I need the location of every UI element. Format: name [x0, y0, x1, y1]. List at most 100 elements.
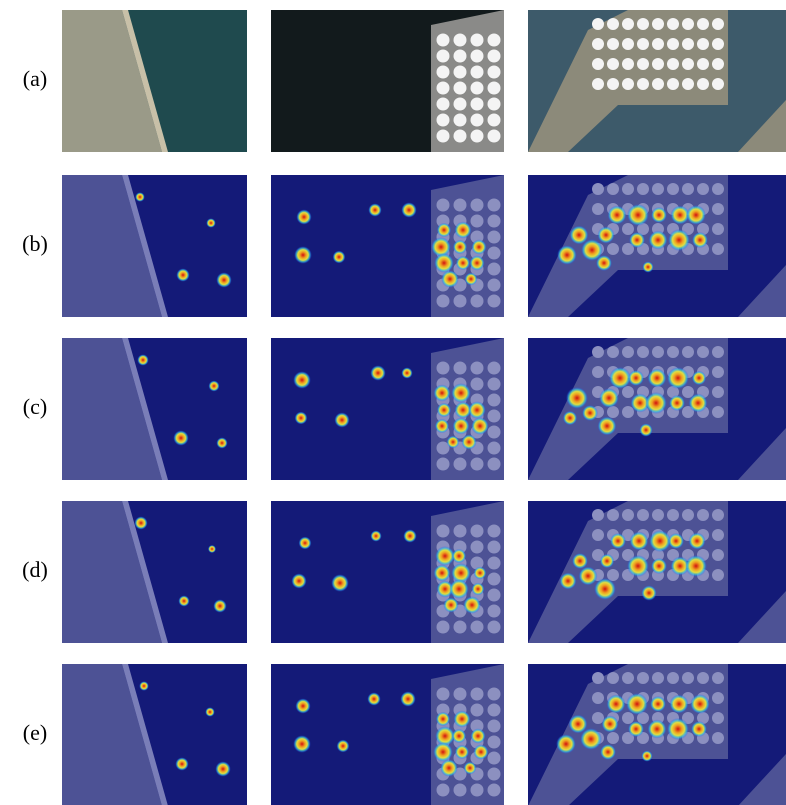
image-cell	[62, 501, 247, 643]
tank	[712, 346, 724, 358]
tank	[488, 66, 501, 79]
tank	[712, 366, 724, 378]
tank	[592, 183, 604, 195]
heat-spot	[650, 696, 666, 712]
heat-spot	[582, 405, 598, 421]
tank	[712, 203, 724, 215]
heat-spot	[209, 381, 220, 392]
tank	[607, 18, 619, 30]
image-cell	[271, 501, 504, 643]
tank	[454, 50, 467, 63]
heat-spot	[626, 693, 648, 715]
tank	[454, 621, 467, 634]
heat-spot	[559, 572, 576, 589]
heat-spot	[609, 367, 631, 389]
tank	[471, 688, 484, 701]
tank	[637, 18, 649, 30]
heat-spot	[208, 545, 216, 553]
tank	[471, 130, 484, 143]
tank	[488, 704, 501, 717]
heat-spot	[471, 239, 486, 254]
tank	[437, 688, 450, 701]
heat-spot	[688, 532, 705, 549]
tank	[471, 784, 484, 797]
tank	[637, 58, 649, 70]
tank	[712, 712, 724, 724]
heat-spot	[333, 251, 346, 264]
heat-spot	[692, 232, 708, 248]
heat-spot	[291, 573, 306, 588]
heat-spot	[668, 229, 690, 251]
heat-spot	[451, 383, 471, 403]
image-cell	[62, 175, 247, 317]
heat-spot	[452, 417, 469, 434]
heat-spot	[299, 537, 312, 550]
heat-spot	[465, 273, 478, 286]
tank	[488, 720, 501, 733]
tank	[471, 704, 484, 717]
tank	[592, 18, 604, 30]
heat-spot	[206, 218, 216, 228]
tank	[592, 346, 604, 358]
tank	[622, 672, 634, 684]
heat-spot	[400, 691, 415, 706]
tank	[471, 541, 484, 554]
tank	[471, 458, 484, 471]
heat-spot	[368, 203, 381, 216]
tank	[437, 784, 450, 797]
tank	[488, 199, 501, 212]
heat-spot	[608, 206, 627, 225]
heat-spot	[580, 728, 602, 750]
tank	[712, 509, 724, 521]
tank	[488, 50, 501, 63]
tank	[697, 18, 709, 30]
tank	[437, 295, 450, 308]
tank	[667, 78, 679, 90]
heat-spot	[557, 245, 577, 265]
tank	[488, 82, 501, 95]
heat-spot	[639, 423, 652, 436]
heat-spot	[453, 710, 470, 727]
tank	[471, 66, 484, 79]
heat-spot	[215, 761, 230, 776]
heat-spot	[216, 272, 231, 287]
tank	[437, 66, 450, 79]
heat-spot	[669, 395, 685, 411]
heat-spot	[692, 371, 706, 385]
tank	[488, 215, 501, 228]
tank	[488, 410, 501, 423]
tank	[488, 525, 501, 538]
tank	[488, 130, 501, 143]
tank	[454, 688, 467, 701]
heat-spot	[295, 698, 310, 713]
heat-spot	[401, 202, 416, 217]
heat-spot	[627, 204, 649, 226]
tank	[454, 34, 467, 47]
tank	[488, 589, 501, 602]
heat-spot	[433, 564, 450, 581]
tank	[488, 247, 501, 260]
heat-spot	[435, 419, 449, 433]
tank	[652, 672, 664, 684]
tank	[471, 295, 484, 308]
tank	[488, 34, 501, 47]
tank	[682, 38, 694, 50]
tank	[454, 784, 467, 797]
heat-spot	[572, 553, 588, 569]
heat-spot	[610, 533, 626, 549]
tank	[454, 199, 467, 212]
tank	[652, 509, 664, 521]
heat-spot	[331, 574, 349, 592]
tank	[488, 279, 501, 292]
image-cell	[528, 10, 786, 152]
heat-spot	[452, 729, 466, 743]
tank	[471, 362, 484, 375]
tank	[637, 672, 649, 684]
heat-spot	[213, 599, 226, 612]
heat-spot	[629, 232, 645, 248]
heat-spot	[690, 694, 710, 714]
tank	[712, 569, 724, 581]
heat-spot	[176, 268, 189, 281]
tank	[471, 114, 484, 127]
tank	[667, 509, 679, 521]
